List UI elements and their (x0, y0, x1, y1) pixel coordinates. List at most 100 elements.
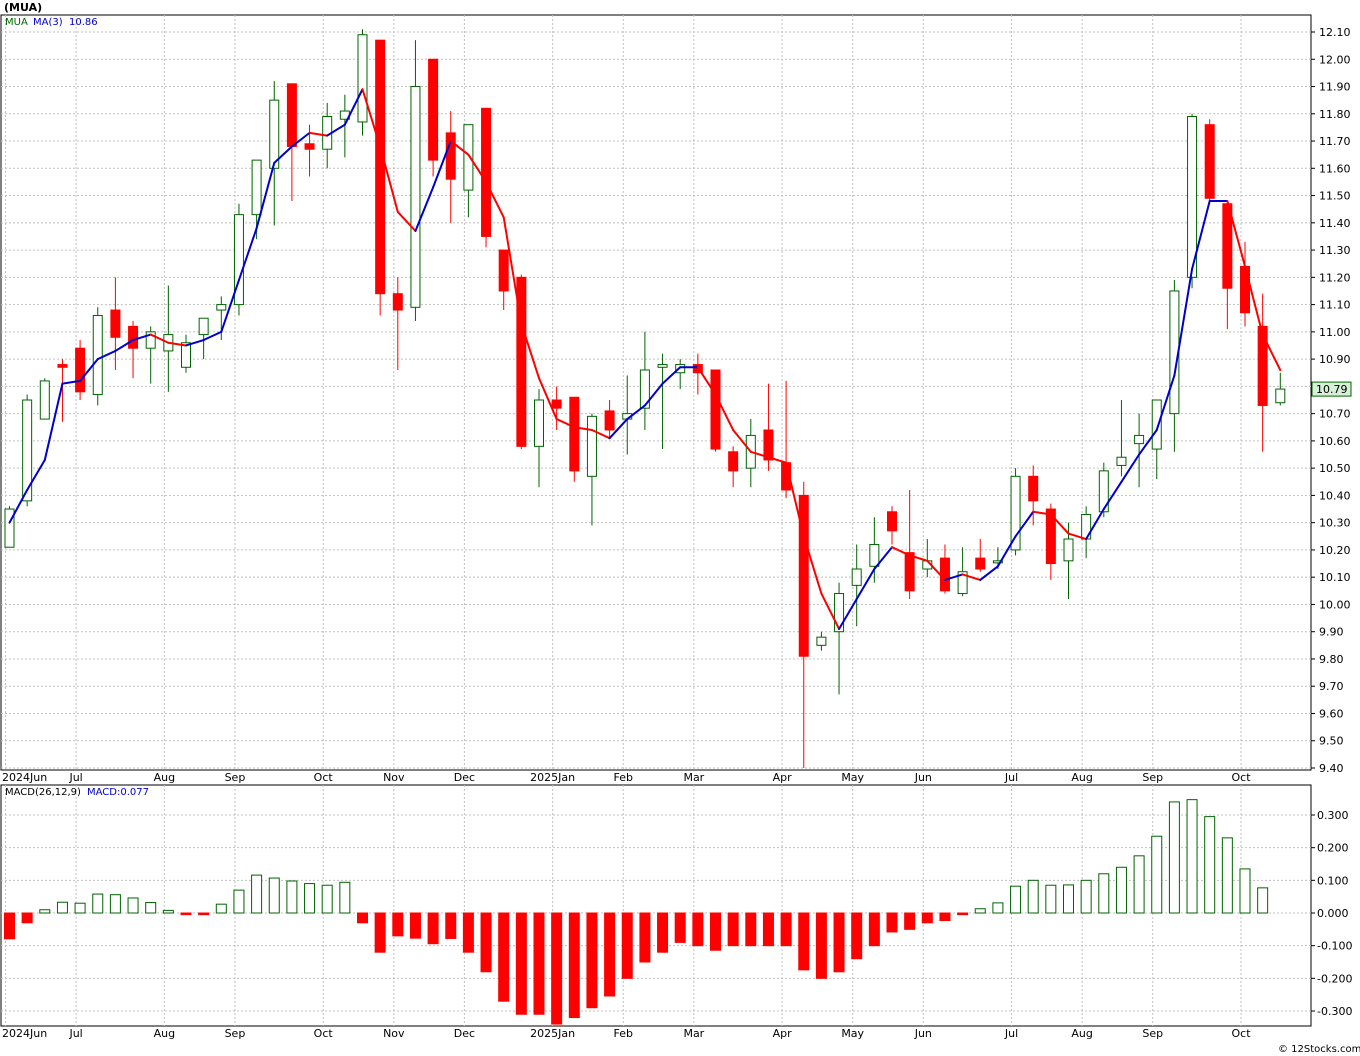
ma-segment (1261, 333, 1282, 372)
price-x-label: Aug (154, 771, 175, 784)
price-tick-label: 10.60 (1319, 435, 1351, 448)
ma-segment (943, 573, 964, 581)
macd-bar-positive (74, 902, 86, 914)
candle-down (375, 39, 386, 295)
macd-x-label: 2025Jan (530, 1027, 575, 1040)
macd-bar-positive (1080, 879, 1092, 914)
macd-bar-positive (268, 877, 280, 914)
macd-bar-negative (692, 912, 704, 947)
macd-bar-negative (674, 912, 686, 943)
candle-up (534, 399, 544, 447)
price-tick-label: 9.60 (1319, 707, 1344, 720)
ma-segment (96, 349, 117, 361)
ma-segment (573, 426, 593, 431)
price-x-label: 2025Jan (530, 771, 575, 784)
candle-up (4, 508, 15, 548)
macd-bar-positive (215, 903, 227, 914)
candle-down (428, 58, 439, 161)
macd-bar-positive (56, 901, 68, 914)
chart-title: (MUA) (4, 1, 42, 14)
candle-up (145, 331, 156, 349)
ma-segment (520, 322, 540, 380)
price-tick-label: 11.40 (1319, 217, 1351, 230)
ma-segment (1102, 480, 1123, 511)
candle-down (57, 364, 68, 368)
price-tick-label: 11.50 (1319, 190, 1351, 203)
ma-segment (114, 339, 135, 352)
ma-segment (661, 366, 682, 385)
macd-legend-value: MACD:0.077 (87, 787, 149, 798)
ma-segment (502, 216, 523, 325)
macd-bar-positive (1239, 868, 1251, 914)
ma-segment (290, 131, 311, 148)
price-tick-label: 11.20 (1319, 271, 1351, 284)
price-x-label: Oct (1231, 771, 1251, 784)
candle-down (128, 325, 139, 349)
macd-bar-negative (198, 912, 210, 916)
legend-symbol: MUA (5, 17, 28, 28)
macd-bar-negative (604, 912, 616, 997)
price-tick-label: 9.80 (1319, 653, 1344, 666)
ma-segment (220, 279, 240, 333)
price-tick-label: 12.10 (1319, 26, 1351, 39)
candle-up (22, 399, 33, 502)
macd-tick-label: -0.300 (1317, 1005, 1352, 1018)
price-tick-label: 9.40 (1319, 762, 1344, 775)
ma-segment (1138, 428, 1158, 456)
price-x-label: 2024Jun (2, 771, 47, 784)
price-tick-label: 9.70 (1319, 680, 1344, 693)
macd-bar-positive (39, 909, 51, 914)
macd-bar-negative (798, 912, 810, 971)
price-tick-label: 11.90 (1319, 81, 1351, 94)
candle-up (1151, 399, 1162, 450)
macd-bar-negative (21, 912, 33, 924)
macd-bar-negative (409, 912, 421, 939)
macd-histogram (4, 799, 1269, 1025)
ma-segment (149, 333, 170, 344)
macd-y-axis: -0.300 -0.200 -0.100 0.000 0.100 0.200 0.300 (1311, 809, 1352, 1018)
candle-up (269, 99, 280, 169)
candle-up (816, 636, 827, 646)
macd-bar-positive (321, 884, 333, 914)
macd-tick-label: -0.100 (1317, 940, 1352, 953)
candle-down (481, 107, 492, 237)
macd-x-axis: 2024Jun Jul Aug Sep Oct Nov Dec 2025Jan Feb Mar Ap… (2, 1027, 1251, 1040)
macd-bar-positive (1063, 884, 1074, 914)
macd-bar-negative (762, 912, 774, 947)
ma-segment (467, 153, 488, 183)
ma-segment (961, 573, 982, 581)
macd-bar-negative (462, 912, 474, 953)
price-tick-label: 11.30 (1319, 244, 1351, 257)
ma-segment (1226, 200, 1246, 268)
candle-down (569, 396, 580, 472)
ma-segment (132, 333, 152, 342)
macd-bar-negative (621, 912, 633, 979)
ma-segment (167, 341, 187, 347)
candle-up (1010, 475, 1021, 551)
ma-segment (237, 227, 258, 282)
price-tick-label: 10.40 (1319, 489, 1351, 502)
price-tick-label: 9.90 (1319, 626, 1344, 639)
candle-up (92, 314, 103, 396)
macd-bar-negative (498, 912, 510, 1002)
ma-segment (308, 131, 329, 137)
macd-x-label: Jul (68, 1027, 82, 1040)
ma-segment (1155, 374, 1176, 431)
candle-down (1240, 265, 1250, 314)
macd-bar-negative (780, 912, 792, 947)
price-x-label: Oct (314, 771, 334, 784)
macd-panel-frame (0, 784, 1312, 1027)
macd-bar-positive (992, 902, 1004, 914)
price-legend: MUA MA(3) 10.86 (5, 17, 98, 28)
macd-bar-negative (727, 912, 739, 947)
ma-segment (79, 358, 99, 382)
legend-ma-value: 10.86 (69, 17, 98, 28)
price-tick-label: 12.00 (1319, 53, 1351, 66)
ma-segment (485, 180, 505, 219)
candle-down (904, 552, 915, 592)
price-x-label: Feb (614, 771, 633, 784)
macd-bar-positive (339, 881, 351, 914)
macd-bar-positive (1133, 855, 1145, 914)
price-x-axis: 2024Jun Jul Aug Sep Oct Nov Dec 2025Jan Feb Mar Ap… (2, 771, 1251, 784)
